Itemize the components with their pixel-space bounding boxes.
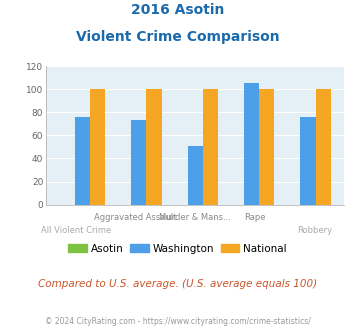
Text: © 2024 CityRating.com - https://www.cityrating.com/crime-statistics/: © 2024 CityRating.com - https://www.city… (45, 317, 310, 326)
Bar (203, 89, 218, 205)
Text: Robbery: Robbery (297, 226, 332, 235)
Text: Aggravated Assault: Aggravated Assault (94, 213, 177, 222)
Text: All Violent Crime: All Violent Crime (41, 226, 111, 235)
Text: Murder & Mans...: Murder & Mans... (159, 213, 231, 222)
Text: Compared to U.S. average. (U.S. average equals 100): Compared to U.S. average. (U.S. average … (38, 279, 317, 289)
Bar (244, 83, 259, 205)
Text: 2016 Asotin: 2016 Asotin (131, 3, 224, 17)
Text: Violent Crime Comparison: Violent Crime Comparison (76, 30, 279, 44)
Text: Rape: Rape (244, 213, 266, 222)
Bar (75, 117, 90, 205)
Bar (90, 89, 105, 205)
Bar (147, 89, 162, 205)
Bar (316, 89, 331, 205)
Bar (188, 146, 203, 205)
Bar (131, 120, 147, 205)
Bar (259, 89, 274, 205)
Legend: Asotin, Washington, National: Asotin, Washington, National (64, 240, 291, 258)
Bar (300, 117, 316, 205)
